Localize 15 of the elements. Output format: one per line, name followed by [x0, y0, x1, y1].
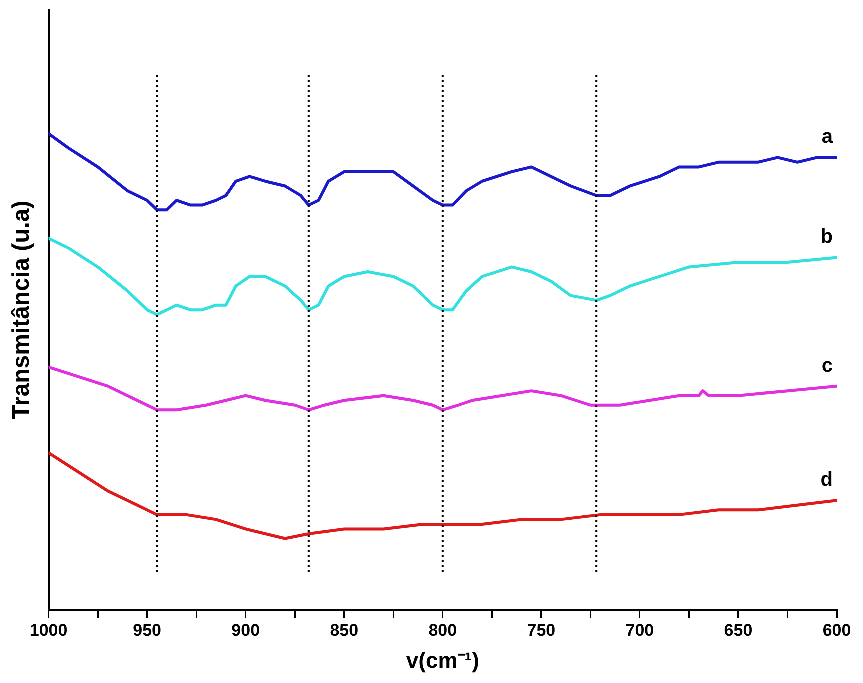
y-axis-title: Transmitância (u.a) — [8, 200, 36, 420]
x-tick-label: 1000 — [30, 621, 68, 640]
series-label: a — [822, 126, 834, 148]
x-tick-label: 650 — [724, 621, 753, 640]
x-tick-label: 900 — [232, 621, 260, 640]
series-label: b — [820, 226, 833, 248]
x-tick-label: 700 — [626, 621, 654, 640]
x-tick-label: 950 — [133, 621, 162, 640]
x-tick-label: 750 — [527, 621, 556, 640]
series-label: c — [822, 354, 833, 377]
x-tick-label: 850 — [330, 621, 359, 640]
x-tick-label: 800 — [428, 621, 458, 640]
series-label: d — [820, 469, 833, 492]
x-tick-label: 600 — [822, 621, 852, 640]
x-axis-title: v(cm⁻¹) — [406, 648, 480, 673]
